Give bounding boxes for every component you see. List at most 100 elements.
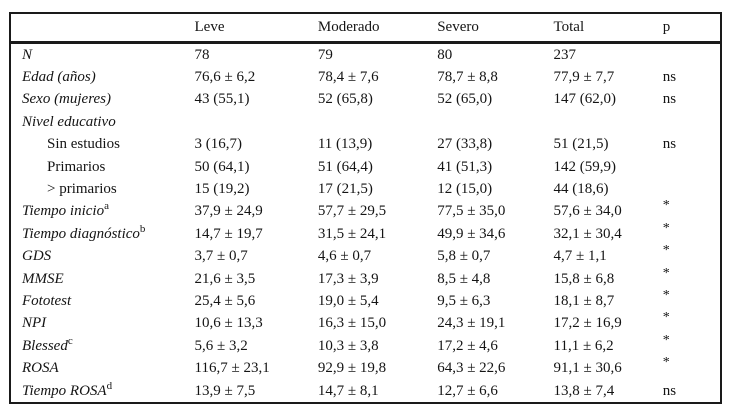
p-value-cell [663,43,721,67]
value-cell-moderado [318,111,437,133]
table-row: Tiempo diagnósticob 14,7 ± 19,7 31,5 ± 2… [10,220,721,245]
row-label: Tiempo diagnóstico [22,225,140,242]
value-cell-moderado: 17,3 ± 3,9 [317,270,379,287]
value-cell-leve: 14,7 ± 19,7 [194,225,263,242]
row-label: Tiempo ROSA [22,382,107,399]
value-cell-severo: 78,7 ± 8,8 [437,69,498,86]
value-cell-moderado: 51 (64,4) [317,158,373,175]
row-label-cell: Primarios [10,156,195,178]
footnote-marker: d [106,379,113,392]
value-cell-moderado: 31,5 ± 24,1 [317,225,387,242]
row-label-cell: Edad (años) [10,66,195,88]
value-cell-moderado: 57,7 ± 29,5 [317,203,387,220]
row-label-cell: MMSE [10,268,195,290]
row-label: Primarios [47,158,106,175]
value-cell-total: 237 [553,46,577,63]
header-cell-moderado: Moderado [317,13,438,44]
value-cell-total: 4,7 ± 1,1 [553,248,607,265]
value-cell-leve: 76,6 ± 6,2 [194,69,256,86]
value-cell-severo: 8,5 ± 4,8 [437,270,491,287]
value-cell-total: 44 (18,6) [553,181,609,198]
p-value-cell [663,156,721,178]
value-cell-total: 142 (59,9) [553,158,617,175]
header-cell-blank [10,13,195,44]
value-cell-leve: 10,6 ± 13,3 [194,315,263,332]
p-value-cell [663,111,721,133]
p-value-cell: ns [663,89,721,111]
header-row: Leve Moderado Severo Total p [10,13,721,44]
header-cell-leve: Leve [194,13,318,44]
p-value-cell: ns [663,66,721,88]
row-label: Sin estudios [47,136,120,153]
value-cell-total: 18,1 ± 8,7 [553,292,615,309]
table-row: Fototest 25,4 ± 5,6 19,0 ± 5,4 9,5 ± 6,3… [10,288,721,312]
value-cell-severo: 9,5 ± 6,3 [437,292,491,309]
value-cell-severo: 49,9 ± 34,6 [437,225,506,242]
value-cell-leve: 21,6 ± 3,5 [194,270,256,287]
value-cell-moderado: 14,7 ± 8,1 [317,382,379,399]
value-cell-leve: 3,7 ± 0,7 [194,248,248,265]
table-row: N 78 79 80 237 [10,43,721,67]
row-label-cell: N [10,43,195,67]
row-label-cell: Nivel educativo [10,111,195,133]
value-cell-severo: 77,5 ± 35,0 [437,203,506,220]
p-value: ns [662,69,677,86]
value-cell-leve: 78 [194,46,210,63]
row-label-cell: Fototest [10,290,195,312]
table-row: Primarios 50 (64,1) 51 (64,4) 41 (51,3) … [10,156,721,178]
row-label-cell: Sin estudios [10,134,195,156]
value-cell-severo: 27 (33,8) [437,136,493,153]
table-header: Leve Moderado Severo Total p [10,13,721,44]
header-cell-total: Total [553,13,663,44]
table-row: MMSE 21,6 ± 3,5 17,3 ± 3,9 8,5 ± 4,8 15,… [10,265,721,290]
table-row: ROSA 116,7 ± 23,1 92,9 ± 19,8 64,3 ± 22,… [10,355,721,379]
table-row: Sin estudios 3 (16,7) 11 (13,9) 27 (33,8… [10,134,721,156]
header-cell-p: p [662,13,721,44]
value-cell-severo: 52 (65,0) [437,91,493,108]
footnote-marker: a [104,200,109,213]
footnote-marker: c [67,334,73,347]
value-cell-moderado: 52 (65,8) [317,91,373,108]
value-cell-total: 13,8 ± 7,4 [553,382,615,399]
p-value-cell: * [662,220,721,245]
value-cell-leve: 15 (19,2) [194,181,250,198]
table-body: N 78 79 80 237 Edad (años) 76,6 ± 6,2 78… [10,43,721,404]
p-value-cell: * [662,310,721,335]
p-value: * [662,332,670,348]
p-value: * [662,265,670,281]
p-value: * [662,310,670,326]
table-row: Tiempo ROSAd 13,9 ± 7,5 14,7 ± 8,1 12,7 … [10,380,721,403]
value-cell-total: 147 (62,0) [553,91,617,108]
p-value-cell: * [662,265,721,290]
value-cell-severo: 12 (15,0) [437,181,493,198]
row-label: Nivel educativo [22,113,116,130]
severity-statistics-table: Leve Moderado Severo Total p N 78 79 80 … [9,12,722,405]
value-cell-leve: 5,6 ± 3,2 [194,337,248,354]
row-label-cell: GDS [10,246,195,268]
table-row: Edad (años) 76,6 ± 6,2 78,4 ± 7,6 78,7 ±… [10,66,721,88]
value-cell-severo: 24,3 ± 19,1 [437,315,506,332]
p-value: ns [662,136,677,153]
p-value: * [662,220,670,236]
value-cell-leve: 116,7 ± 23,1 [194,360,270,377]
p-value-cell: ns [663,380,721,403]
p-value-cell: * [662,332,721,357]
value-cell-moderado: 11 (13,9) [317,136,373,153]
p-value: * [662,198,670,214]
p-value-cell: * [662,355,721,379]
table-row: Blessedc 5,6 ± 3,2 10,3 ± 3,8 17,2 ± 4,6… [10,332,721,357]
table-row: Sexo (mujeres) 43 (55,1) 52 (65,8) 52 (6… [10,89,721,111]
value-cell-total: 17,2 ± 16,9 [553,315,622,332]
table-row: GDS 3,7 ± 0,7 4,6 ± 0,7 5,8 ± 0,7 4,7 ± … [10,243,721,268]
value-cell-leve: 50 (64,1) [194,158,250,175]
header-cell-severo: Severo [437,13,554,44]
table-frame: Leve Moderado Severo Total p N 78 79 80 … [9,12,722,405]
row-label-cell: NPI [10,313,195,335]
value-cell-total [554,111,663,133]
value-cell-total: 57,6 ± 34,0 [553,203,622,220]
p-value: * [662,355,670,371]
value-cell-total: 32,1 ± 30,4 [553,225,622,242]
table-row: NPI 10,6 ± 13,3 16,3 ± 15,0 24,3 ± 19,1 … [10,310,721,335]
value-cell-total: 15,8 ± 6,8 [553,270,615,287]
row-label: Sexo (mujeres) [22,91,111,108]
